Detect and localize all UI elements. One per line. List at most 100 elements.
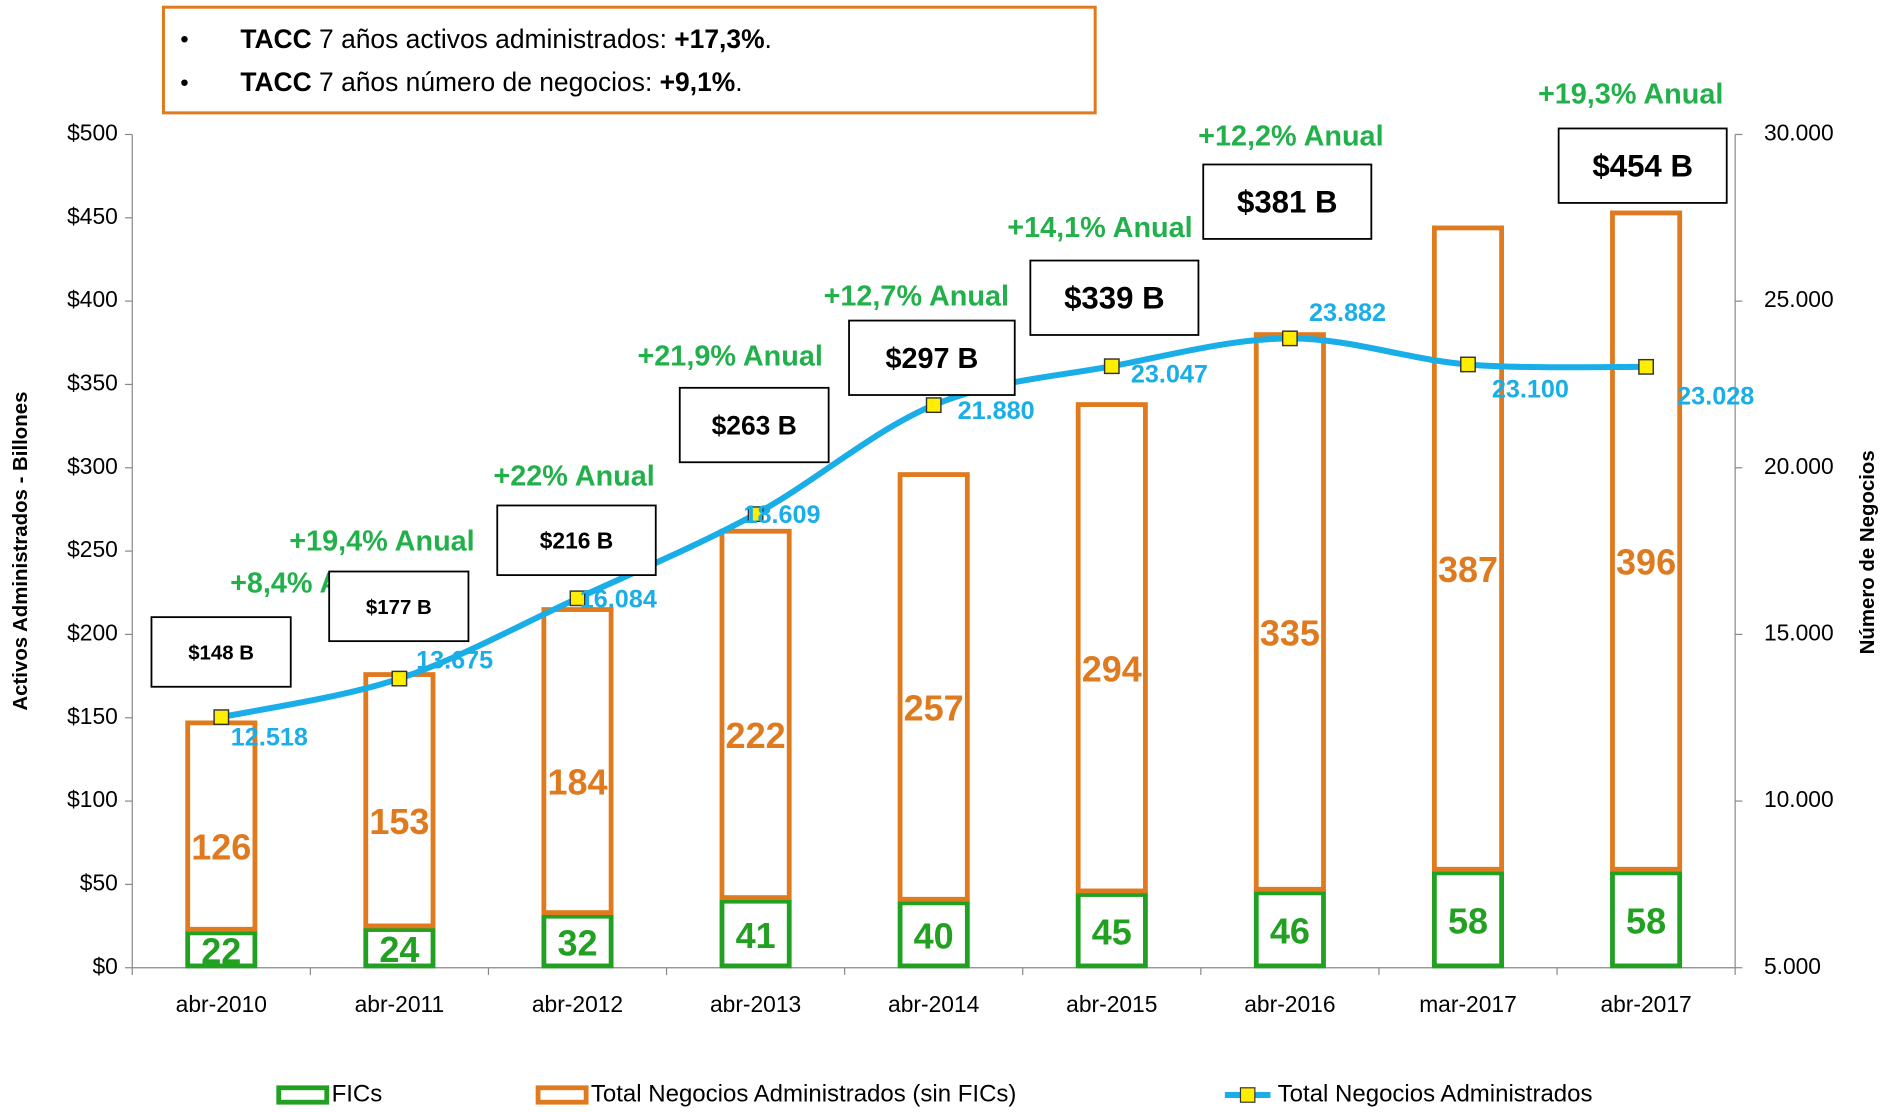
y-tick-label: $100 [67, 786, 118, 812]
bar-value-label: 58 [1626, 901, 1666, 942]
y-tick-label: $150 [67, 703, 118, 729]
y-tick-label: $200 [67, 619, 118, 645]
total-box [848, 319, 1016, 396]
bar-value-label: 40 [914, 916, 954, 957]
line-marker [1103, 358, 1120, 375]
bar-value-label: 387 [1438, 549, 1498, 590]
y2-tick-label: 10.000 [1764, 786, 1834, 812]
line-value-label: 16.084 [580, 585, 657, 613]
note-part: . [765, 24, 772, 54]
bullet: • [180, 26, 188, 53]
bar-value-label: 335 [1260, 612, 1320, 653]
total-label: $177 B [366, 597, 432, 619]
bar [363, 927, 436, 969]
bar [897, 900, 970, 969]
line-value-label: 12.518 [231, 723, 308, 751]
x-tick-label: mar-2017 [1419, 991, 1517, 1017]
note-part: 7 años activos administrados: [312, 24, 675, 54]
y-tick-label: $500 [67, 120, 118, 146]
bar [1431, 225, 1505, 872]
line-marker [213, 709, 230, 726]
total-box [1557, 127, 1728, 204]
y-tick-label: $400 [67, 286, 118, 312]
line-marker [569, 590, 586, 607]
bar-value-label: 184 [547, 762, 607, 803]
bar [185, 930, 258, 969]
line-marker [1281, 330, 1298, 347]
bar [719, 528, 792, 900]
total-label: $381 B [1237, 184, 1338, 219]
bar-value-label: 22 [201, 931, 241, 972]
bar [185, 720, 258, 932]
growth-label: +12,7% Anual [824, 280, 1009, 312]
bar-value-label: 222 [726, 715, 786, 756]
line-marker [391, 670, 408, 687]
x-tick-label: abr-2016 [1244, 991, 1335, 1017]
line-value-label: 23.882 [1309, 299, 1386, 327]
bar [363, 672, 436, 929]
note-box [161, 5, 1097, 115]
x-tick-label: abr-2015 [1066, 991, 1157, 1017]
x-tick-label: abr-2014 [888, 991, 980, 1017]
line-value-label: 13.675 [416, 646, 493, 674]
note-part: TACC [240, 67, 311, 97]
note: TACC 7 años activos administrados: +17,3… [240, 24, 772, 54]
total-box [1029, 259, 1200, 336]
y2-tick-label: 30.000 [1764, 120, 1834, 146]
growth-label: +22% Anual [493, 460, 654, 492]
x-tick-label: abr-2017 [1600, 991, 1691, 1017]
y2-tick-label: 25.000 [1764, 286, 1834, 312]
note: TACC 7 años número de negocios: +9,1%. [240, 67, 742, 97]
legend-label: FICs [332, 1080, 383, 1107]
legend-label: Total Negocios Administrados [1278, 1080, 1593, 1107]
bar [541, 607, 614, 915]
y-axis-title: Activos Administrados - Billones [10, 392, 32, 711]
line-marker [925, 397, 942, 414]
total-box [496, 504, 657, 577]
y-tick-label: $50 [80, 869, 118, 895]
bar-value-label: 46 [1270, 911, 1310, 952]
bar [1253, 890, 1326, 969]
note-part: 7 años número de negocios: [312, 67, 660, 97]
bar-value-label: 257 [904, 687, 964, 728]
bar-value-label: 58 [1448, 901, 1488, 942]
bar-value-label: 396 [1616, 542, 1676, 583]
x-tick-label: abr-2013 [710, 991, 801, 1017]
total-label: $454 B [1592, 148, 1693, 183]
bar-value-label: 32 [557, 922, 597, 963]
bar [1610, 210, 1683, 872]
growth-label: +21,9% Anual [637, 340, 822, 372]
note-part: +9,1% [660, 67, 736, 97]
line-value-label: 18.609 [743, 501, 820, 529]
y2-tick-label: 20.000 [1764, 453, 1834, 479]
total-box [678, 386, 830, 464]
bar-value-label: 153 [369, 801, 429, 842]
y-tick-label: $450 [67, 203, 118, 229]
legend-swatch [1239, 1087, 1256, 1103]
legend-swatch [535, 1085, 589, 1105]
total-label: $297 B [885, 343, 978, 375]
bar [897, 472, 970, 902]
bar [1253, 332, 1326, 892]
total-label: $339 B [1064, 280, 1165, 315]
bar-value-label: 126 [191, 827, 251, 868]
y-tick-label: $0 [92, 953, 117, 979]
line-marker [747, 506, 764, 523]
line-marker [1638, 358, 1655, 375]
y2-axis-title: Número de Negocios [1857, 450, 1879, 654]
bar [541, 913, 614, 969]
line-marker [1460, 356, 1476, 373]
legend-label: Total Negocios Administrados (sin FICs) [591, 1080, 1016, 1107]
line-value-label: 23.100 [1492, 376, 1569, 404]
legend-swatch [276, 1085, 330, 1105]
bar [1075, 402, 1148, 894]
total-box [1202, 163, 1373, 240]
bar-value-label: 24 [379, 929, 419, 970]
total-label: $263 B [712, 410, 797, 440]
bar [1075, 892, 1148, 969]
total-label: $216 B [540, 528, 614, 554]
line-value-label: 21.880 [958, 397, 1035, 425]
bar-value-label: 45 [1092, 912, 1132, 953]
note-part: . [735, 67, 742, 97]
